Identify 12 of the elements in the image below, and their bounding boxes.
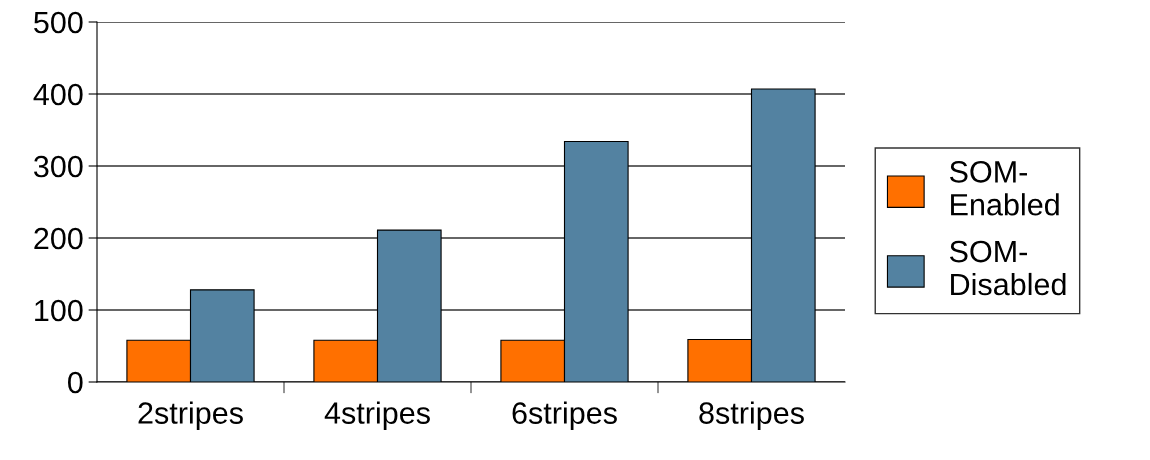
y-tick-label: 200 bbox=[34, 227, 83, 250]
y-tick-label: 400 bbox=[33, 83, 83, 106]
legend-label: SOM- Disabled bbox=[949, 240, 1066, 296]
x-tick-label: 6stripes bbox=[512, 401, 617, 430]
y-tick-label: 500 bbox=[34, 11, 83, 34]
legend-label: SOM- Enabled bbox=[949, 161, 1059, 216]
y-tick-label: 0 bbox=[68, 371, 83, 394]
x-tick-label: 4stripes bbox=[324, 401, 430, 430]
y-tick-label: 300 bbox=[34, 155, 83, 178]
x-tick-label: 2stripes bbox=[138, 401, 243, 430]
y-tick-label: 100 bbox=[35, 299, 83, 322]
x-tick-label: 8stripes bbox=[699, 401, 804, 430]
